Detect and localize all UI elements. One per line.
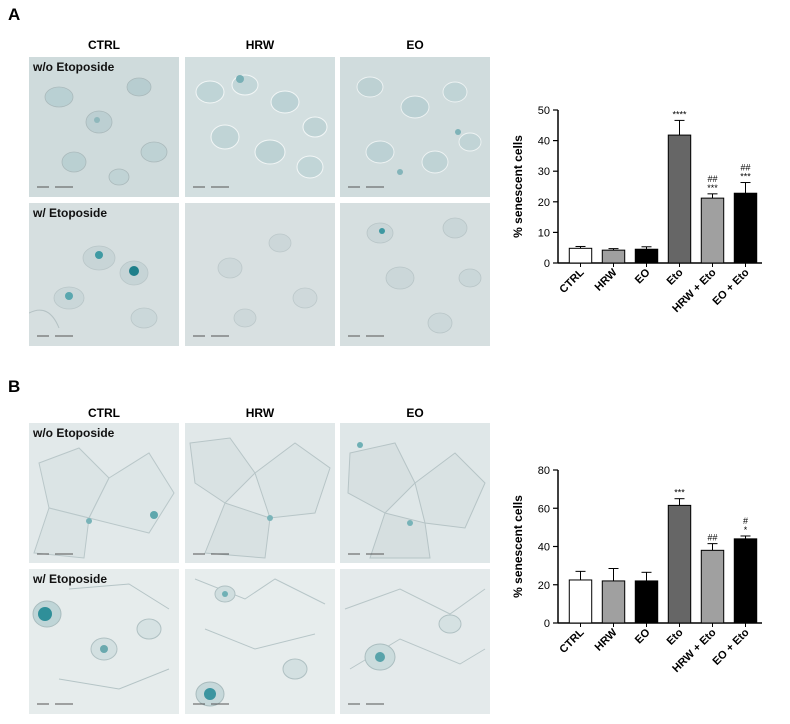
x-tick-label: CTRL xyxy=(557,626,586,655)
significance-mark: ## xyxy=(740,163,750,173)
y-tick-label: 0 xyxy=(544,618,550,630)
y-tick-label: 30 xyxy=(538,166,550,178)
micrograph-a-hrw-eto xyxy=(185,203,335,346)
y-tick-label: 10 xyxy=(538,227,550,239)
significance-mark: # xyxy=(743,516,748,526)
bar-ctrl xyxy=(568,247,593,264)
column-header-hrw-a: HRW xyxy=(245,38,275,52)
column-header-eo-a: EO xyxy=(406,38,424,52)
y-axis-label: % senescent cells xyxy=(511,135,525,238)
column-header-ctrl-b: CTRL xyxy=(88,406,120,420)
bar-ctrl xyxy=(568,579,593,624)
significance-mark: ## xyxy=(707,174,717,184)
micrograph-texture xyxy=(348,217,482,337)
bar-hrw-eto xyxy=(700,549,725,624)
significance-mark: *** xyxy=(740,172,751,182)
x-tick-label: EO + Eto xyxy=(710,626,751,667)
bar-hrw xyxy=(601,249,626,264)
bar-eto xyxy=(667,504,692,624)
panel-letter-b: B xyxy=(8,377,21,396)
micrograph-texture xyxy=(189,437,331,559)
micrograph-texture xyxy=(32,583,170,705)
y-axis-label: % senescent cells xyxy=(511,495,525,598)
micrograph-b-ctrl-no-eto: w/o Etoposide xyxy=(29,423,179,563)
y-tick-label: 40 xyxy=(538,542,550,554)
bar-eo-eto xyxy=(733,538,758,624)
y-tick-label: 20 xyxy=(538,580,550,592)
y-tick-label: 0 xyxy=(544,258,550,270)
panel-letter-a: A xyxy=(8,5,21,24)
micrograph-b-hrw-eto xyxy=(185,569,335,714)
y-tick-label: 50 xyxy=(538,105,550,117)
y-tick-label: 40 xyxy=(538,136,550,148)
significance-mark: *** xyxy=(707,183,718,193)
x-tick-label: EO xyxy=(633,266,653,286)
bar-eto xyxy=(667,134,692,264)
micrograph-texture xyxy=(193,233,318,337)
micrograph-b-eo-eto xyxy=(340,569,490,714)
x-tick-label: EO xyxy=(633,626,653,646)
column-header-hrw-b: HRW xyxy=(245,406,275,420)
x-tick-label: EO + Eto xyxy=(710,266,751,307)
micrograph-b-eo-no-eto xyxy=(340,423,490,563)
bar-chart-b: 0 20 40 60 80% senescent cells CTRL HRW EO Eto **… xyxy=(500,460,770,710)
significance-mark: ## xyxy=(707,533,717,543)
y-tick-label: 20 xyxy=(538,197,550,209)
micrograph-a-ctrl-eto: w/ Etoposide xyxy=(29,203,179,346)
y-tick-label: 60 xyxy=(538,503,550,515)
column-header-ctrl-a: CTRL xyxy=(88,38,120,52)
significance-mark: *** xyxy=(674,488,685,498)
micrograph-a-eo-no-eto xyxy=(340,57,490,197)
x-tick-label: CTRL xyxy=(557,266,586,295)
micrograph-a-eo-eto xyxy=(340,203,490,346)
chart-svg-a: 0 10 20 30 40 50 % senescent cells CTRL HRW EO Eto… xyxy=(511,105,762,315)
micrograph-texture xyxy=(348,76,482,188)
row-label-with-etoposide-a: w/ Etoposide xyxy=(33,206,108,220)
bar-hrw-eto xyxy=(700,197,725,264)
x-tick-label: HRW xyxy=(593,266,620,293)
y-tick-label: 80 xyxy=(538,465,550,477)
row-label-without-etoposide-b: w/o Etoposide xyxy=(33,426,115,440)
bar-eo xyxy=(634,580,659,624)
bar-eo xyxy=(634,248,659,264)
micrograph-a-hrw-no-eto xyxy=(185,57,335,197)
significance-mark: **** xyxy=(672,109,687,119)
micrograph-texture xyxy=(344,588,486,705)
micrograph-texture xyxy=(37,77,168,188)
column-header-eo-b: EO xyxy=(406,406,424,420)
significance-mark: * xyxy=(744,525,748,535)
x-tick-label: HRW xyxy=(593,626,620,653)
micrograph-texture xyxy=(33,447,175,559)
row-label-with-etoposide-b: w/ Etoposide xyxy=(33,572,108,586)
micrograph-b-hrw-no-eto xyxy=(185,423,335,563)
micrograph-texture xyxy=(193,74,328,188)
x-tick-label: Eto xyxy=(665,266,686,287)
row-label-without-etoposide-a: w/o Etoposide xyxy=(33,60,115,74)
micrograph-texture xyxy=(193,578,326,707)
micrograph-texture xyxy=(347,442,486,559)
micrograph-b-ctrl-eto: w/ Etoposide xyxy=(29,569,179,714)
x-tick-label: Eto xyxy=(665,626,686,647)
bar-eo-eto xyxy=(733,192,758,264)
bar-hrw xyxy=(601,580,626,624)
micrograph-texture xyxy=(29,245,158,337)
micrograph-a-ctrl-no-eto: w/o Etoposide xyxy=(29,57,179,197)
bar-chart-a: 0 10 20 30 40 50 % senescent cells CTRL HRW EO Eto… xyxy=(500,100,770,350)
